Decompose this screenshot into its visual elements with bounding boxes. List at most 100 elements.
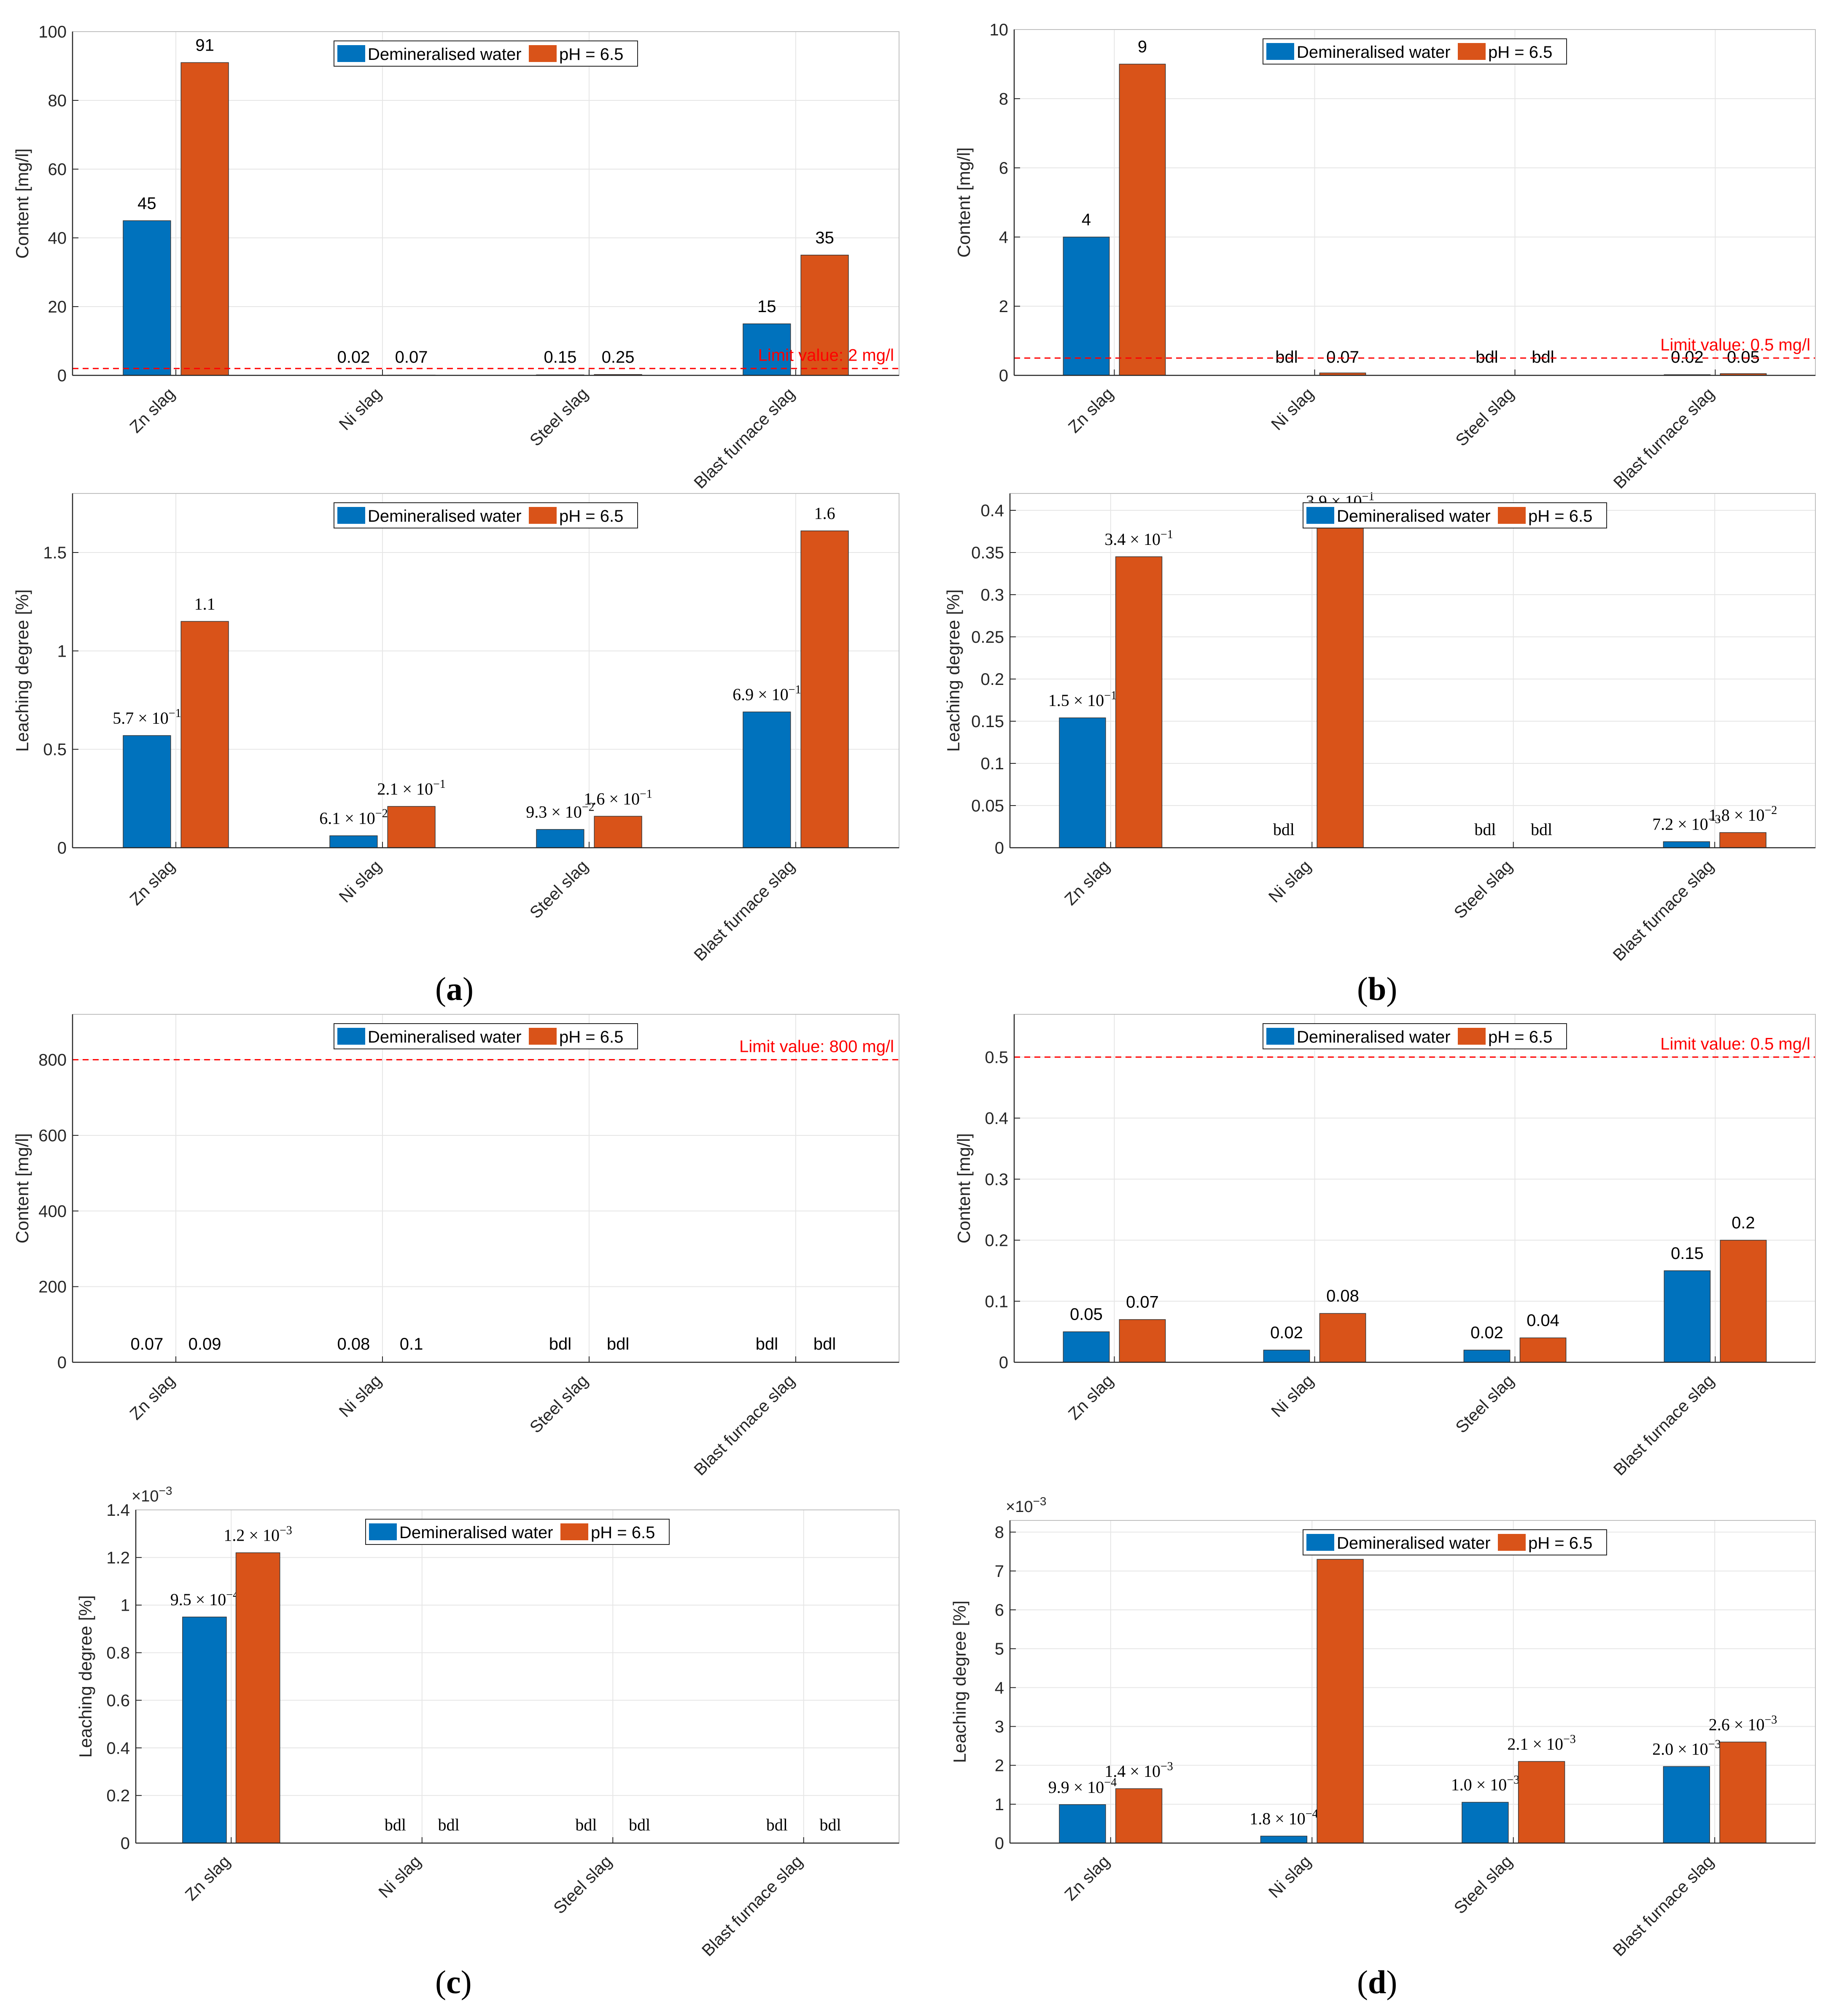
data-label: 1.6: [814, 504, 835, 523]
data-label: 9: [1138, 38, 1147, 56]
data-label: 0.04: [1527, 1311, 1559, 1330]
bar-ph65: [1720, 1240, 1767, 1363]
x-tick-label: Blast furnace slag: [690, 857, 798, 965]
data-label: 6.1 × 10−2: [319, 807, 388, 828]
legend-label-ph65: pH = 6.5: [1528, 1534, 1592, 1552]
x-tick-label: Steel slag: [526, 1371, 592, 1437]
legend-label-ph65: pH = 6.5: [559, 1028, 623, 1046]
y-tick-label: 0.4: [106, 1739, 130, 1757]
y-tick-label: 0.25: [971, 628, 1004, 647]
legend-swatch-ph65: [560, 1523, 588, 1540]
y-tick-label: 0.5: [985, 1048, 1008, 1067]
chart-b-top: 0 2 4 6 8 10 Zn slag Ni slag Steel slag Blast fur…: [954, 21, 1816, 492]
y-tick-label: 0.1: [985, 1292, 1008, 1311]
y-tick-label: 800: [38, 1051, 67, 1070]
y-tick-label: 0.6: [106, 1691, 130, 1710]
legend-label-demineralised: Demineralised water: [368, 1028, 522, 1046]
data-label: 3.4 × 10−1: [1104, 528, 1173, 549]
y-axis-label: Content [mg/l]: [954, 1133, 974, 1243]
data-label: bdl: [1474, 820, 1496, 839]
y-tick-label: 0.2: [985, 1232, 1008, 1250]
data-label: bdl: [438, 1815, 460, 1834]
bar-ph65: [1719, 832, 1766, 848]
x-tick-label: Ni slag: [1268, 384, 1317, 434]
data-label: 2.1 × 10−1: [377, 778, 445, 798]
data-label: 1.2 × 10−3: [223, 1524, 292, 1545]
data-label: 0.07: [130, 1335, 163, 1353]
legend-swatch-demineralised: [1266, 1028, 1294, 1045]
bar-demineralised: [1063, 1331, 1110, 1363]
x-tick-label: Steel slag: [526, 857, 592, 922]
bar-demineralised: [1663, 841, 1710, 848]
data-label: 2.1 × 10−3: [1507, 1733, 1575, 1753]
y-tick-label: 1.4: [106, 1501, 130, 1520]
legend: Demineralised water pH = 6.5: [1263, 38, 1567, 65]
panel-label-a: (a): [435, 970, 474, 1007]
legend-label-demineralised: Demineralised water: [1297, 43, 1451, 62]
bar-demineralised: [123, 735, 171, 848]
y-tick-label: 0: [121, 1834, 130, 1853]
y-tick-label: 6: [995, 1601, 1004, 1620]
data-label: 9.9 × 10−4: [1048, 1776, 1117, 1797]
data-label: 5.7 × 10−1: [113, 707, 181, 728]
bar-ph65: [1518, 1761, 1565, 1844]
y-axis-label: Leaching degree [%]: [75, 1595, 95, 1757]
x-tick-label: Steel slag: [1452, 384, 1518, 450]
y-axis-label: Content [mg/l]: [12, 1133, 32, 1243]
y-tick-label: 1.2: [106, 1549, 130, 1567]
x-tick-label: Ni slag: [336, 857, 385, 906]
bar-ph65: [1519, 1337, 1567, 1363]
x-tick-label: Steel slag: [1451, 857, 1516, 922]
data-label: 15: [757, 297, 776, 316]
panel-label-b: (b): [1357, 970, 1397, 1007]
x-tick-label: Zn slag: [1061, 857, 1113, 909]
chart-c-bottom: 0 0.2 0.4 0.6 0.8 1 1.2 1.4 Zn slag Ni slag Steel …: [75, 1484, 899, 1960]
bar-ph65: [1119, 64, 1166, 376]
y-tick-label: 0: [57, 839, 67, 857]
chart-d-top: 0 0.1 0.2 0.3 0.4 0.5 Zn slag Ni slag Steel slag…: [954, 1014, 1816, 1479]
x-tick-label: Steel slag: [526, 384, 592, 450]
legend-swatch-ph65: [529, 507, 557, 524]
bar-demineralised: [1260, 1835, 1308, 1844]
chart-a-bottom: 0 0.5 1 1.5 Zn slag Ni slag Steel slag Blast fu…: [12, 493, 899, 965]
data-label: 45: [137, 194, 156, 213]
y-tick-label: 5: [995, 1640, 1004, 1658]
x-tick-label: Steel slag: [1452, 1371, 1518, 1437]
x-tick-label: Ni slag: [1265, 857, 1315, 906]
bar-ph65: [800, 530, 849, 848]
x-tick-label: Zn slag: [126, 384, 178, 437]
y-tick-label: 1.5: [43, 544, 67, 562]
legend-swatch-ph65: [1458, 1028, 1486, 1045]
data-label: 9.5 × 10−4: [170, 1588, 239, 1609]
x-tick-label: Steel slag: [1451, 1852, 1516, 1917]
data-label: 7.2 × 10−3: [1652, 813, 1721, 834]
y-axis-label: Content [mg/l]: [12, 148, 32, 259]
bar-demineralised: [123, 220, 171, 376]
y-tick-label: 0.1: [980, 755, 1004, 773]
x-tick-label: Blast furnace slag: [1610, 1371, 1718, 1479]
data-label: bdl: [1531, 820, 1552, 839]
legend-label-ph65: pH = 6.5: [1488, 1028, 1552, 1046]
data-label: 0.07: [1326, 348, 1359, 367]
x-tick-label: Zn slag: [1065, 1371, 1117, 1423]
data-label: bdl: [629, 1815, 650, 1834]
x-tick-label: Ni slag: [1265, 1852, 1315, 1902]
x-tick-label: Ni slag: [336, 1371, 385, 1421]
bar-ph65: [235, 1552, 280, 1844]
bar-demineralised: [329, 835, 378, 848]
data-label: 0.02: [337, 348, 370, 367]
chart-b-bottom: 0 0.05 0.1 0.15 0.2 0.25 0.3 0.35 0.4 Zn slag Ni s…: [943, 490, 1816, 965]
panel-label-d: (d): [1357, 1964, 1397, 2000]
data-label: bdl: [756, 1335, 778, 1353]
y-tick-label: 600: [38, 1127, 67, 1145]
data-label: 1.5 × 10−1: [1048, 689, 1117, 710]
y-tick-label: 4: [999, 228, 1008, 247]
limit-label: Limit value: 0.5 mg/l: [1660, 336, 1810, 354]
legend-swatch-demineralised: [1306, 507, 1334, 524]
bar-demineralised: [1263, 1350, 1310, 1363]
bar-ph65: [1119, 1319, 1166, 1363]
bar-ph65: [1319, 1313, 1366, 1363]
bar-ph65: [1317, 518, 1364, 848]
limit-label: Limit value: 0.5 mg/l: [1660, 1035, 1810, 1053]
x-tick-label: Ni slag: [375, 1852, 425, 1902]
